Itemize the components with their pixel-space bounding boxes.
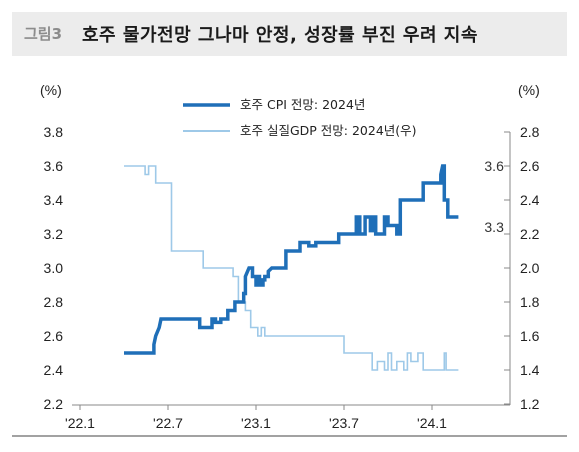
- left-tick-label: 3.2: [44, 226, 64, 242]
- cpi-peak-label: 3.6: [484, 158, 504, 174]
- legend: 호주 CPI 전망: 2024년 호주 실질GDP 전망: 2024년(우): [183, 97, 417, 138]
- left-tick-label: 2.6: [44, 328, 64, 344]
- left-tick-label: 3.6: [44, 158, 64, 174]
- right-tick-label: 2.8: [520, 124, 540, 140]
- series-line-cpi: [124, 164, 459, 355]
- x-tick-label: '24.1: [417, 415, 447, 431]
- left-tick-label: 2.8: [44, 294, 64, 310]
- right-tick-label: 1.6: [520, 328, 540, 344]
- right-tick-label: 1.4: [520, 362, 540, 378]
- left-axis-unit: (%): [40, 82, 62, 98]
- legend-label-cpi: 호주 CPI 전망: 2024년: [240, 97, 365, 112]
- left-tick-label: 2.2: [44, 396, 64, 412]
- right-tick-label: 1.2: [520, 396, 540, 412]
- right-tick-label: 2.0: [520, 260, 540, 276]
- x-tick-label: '22.1: [65, 415, 95, 431]
- figure-number: 그림3: [24, 25, 63, 43]
- right-tick-label: 1.8: [520, 294, 540, 310]
- right-tick-label: 2.6: [520, 158, 540, 174]
- left-tick-label: 3.0: [44, 260, 64, 276]
- x-tick-label: '23.7: [329, 415, 359, 431]
- x-tick-label: '22.7: [153, 415, 183, 431]
- cpi-end-label: 3.3: [484, 219, 504, 235]
- x-tick-label: '23.1: [241, 415, 271, 431]
- legend-label-gdp: 호주 실질GDP 전망: 2024년(우): [240, 123, 417, 138]
- left-tick-label: 2.4: [44, 362, 64, 378]
- right-axis-unit: (%): [518, 82, 540, 98]
- right-tick-label: 2.2: [520, 226, 540, 242]
- left-tick-label: 3.8: [44, 124, 64, 140]
- figure-header: 그림3 호주 물가전망 그나마 안정, 성장률 부진 우려 지속: [12, 12, 567, 56]
- left-tick-label: 3.4: [44, 192, 64, 208]
- series-line-gdp: [124, 165, 459, 371]
- chart-title: 호주 물가전망 그나마 안정, 성장률 부진 우려 지속: [82, 25, 478, 46]
- right-tick-label: 2.4: [520, 192, 540, 208]
